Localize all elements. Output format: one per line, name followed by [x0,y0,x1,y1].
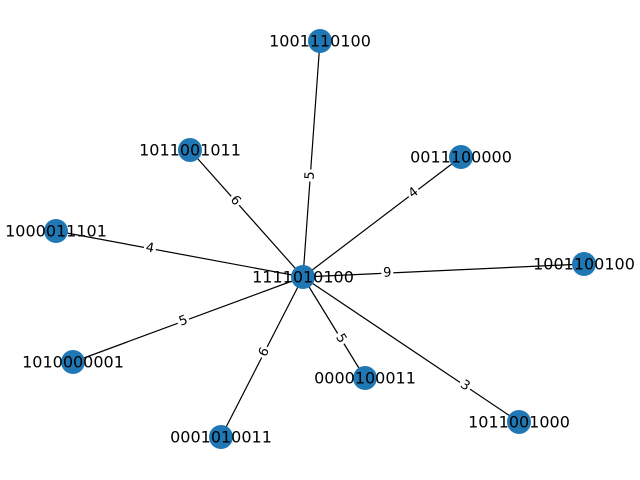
edge-weight-label: 4 [144,240,155,256]
edge-1111010100-0011100000 [302,156,462,278]
node-label: 1001110100 [269,32,371,51]
node-1011001000 [507,410,531,434]
node-label: 1000011101 [5,222,107,241]
edge-weight-label-background [455,375,475,396]
edge-weight-label-background [380,264,394,282]
node-1111010100 [291,265,315,289]
edge-weight-label-background [142,239,158,258]
node-0000100011 [353,366,377,390]
edge-1111010100-0000100011 [302,276,366,379]
node-label: 0000100011 [314,369,416,388]
edge-1111010100-1000011101 [55,230,304,278]
edge-weight-label-background [174,311,192,331]
edge-weight-label-background [225,190,246,211]
edge-weight-label-group: 4 [403,183,424,203]
node-label: 1001100100 [533,255,635,274]
node-1010000001 [61,350,85,374]
edge-weight-label: 9 [383,265,392,280]
node-1001100100 [572,252,596,276]
edge-weight-label-group: 5 [330,329,351,348]
node-1001110100 [308,29,332,53]
edge-weight-label-background [403,183,424,203]
edge-1111010100-1011001000 [302,276,520,423]
edge-weight-label-group: 6 [254,343,275,362]
node-1000011101 [44,219,68,243]
edge-1111010100-1011001011 [189,149,304,278]
edge-weight-label-group: 4 [142,239,158,258]
node-label: 0001010011 [170,428,272,447]
node-label: 1011001011 [139,141,241,160]
edge-weight-label: 5 [303,171,319,180]
edge-weight-label-background [330,329,351,348]
node-label: 0011100000 [410,148,512,167]
edge-1111010100-1001110100 [302,40,321,278]
node-0011100000 [449,145,473,169]
edge-1111010100-1001100100 [302,263,585,278]
edge-labels-layer: 5 6 4 4 9 5 5 6 3 [142,168,475,396]
edge-weight-label-group: 6 [225,190,246,211]
edge-weight-label-group: 5 [174,311,192,331]
edge-weight-label-background [301,168,319,183]
edge-weight-label-background [254,343,275,362]
node-0001010011 [209,425,233,449]
edge-weight-label-group: 9 [380,264,394,282]
node-1011001011 [178,138,202,162]
node-labels-layer: 1111010100 1001110100 1011001011 0011100000… [5,32,635,447]
nodes-layer [44,29,596,449]
node-label: 1111010100 [252,268,354,287]
node-label: 1010000001 [22,353,124,372]
edge-weight-label-group: 3 [455,375,475,396]
edge-weight-label-group: 5 [301,168,319,183]
node-label: 1011001000 [468,413,570,432]
